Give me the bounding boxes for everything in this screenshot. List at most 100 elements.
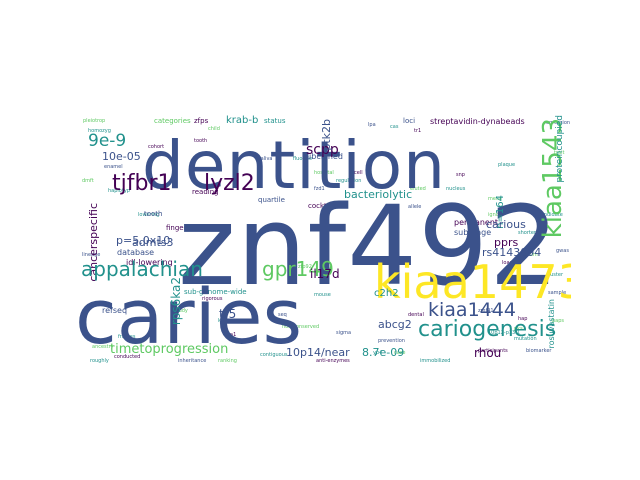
word-small: lowering (138, 212, 160, 218)
word-small: mutation (514, 336, 537, 342)
word-proteincoupied: proteincoupied (555, 115, 565, 183)
word-rs4143094: rs4143094 (482, 246, 542, 259)
word-small: sigma (336, 330, 352, 336)
word-tooth: tooth (144, 210, 163, 218)
word-tjfbr1: tjfbr1 (112, 171, 172, 196)
word-categories: categories (154, 117, 191, 125)
word-small: haplotyp (108, 188, 130, 194)
word-small: loaded (502, 260, 519, 266)
word-small: dental (408, 312, 424, 318)
word-small: roughly (90, 358, 109, 364)
word-il17d: il17d (310, 267, 340, 281)
word-carious-visible: carious (486, 218, 526, 231)
word-small: meta (488, 196, 501, 202)
word-rosuvastatin: rosuvastatin (547, 299, 556, 349)
word-dentition: dentition (142, 127, 446, 204)
word-small: lpa (368, 122, 376, 128)
word-cocktail: cocktail (308, 202, 335, 210)
word-small: hap (518, 316, 528, 322)
word-small: mouse (314, 292, 331, 298)
word-streptavidin: streptavidin-dynabeads (430, 117, 525, 126)
word-small: serum (522, 252, 538, 258)
word-small: yp4 (373, 350, 383, 356)
word-database: database (117, 248, 155, 257)
word-kiaa1473: kiaa1473 (374, 255, 571, 309)
word-small: inheritance (178, 358, 207, 364)
word-rhou: rhou (474, 346, 502, 360)
word-small: ignore (488, 212, 504, 218)
word-abcg2: abcg2 (378, 318, 412, 331)
word-small: shorter (518, 230, 536, 236)
word-small: pks2 (514, 326, 526, 332)
word-small: trait (554, 150, 565, 156)
word-9e9: 9e-9 (88, 131, 127, 151)
word-scpp-visible: scpp (306, 142, 339, 158)
word-small: cluster (546, 272, 564, 278)
word-small: enamel (104, 164, 123, 170)
word-reading: reading (192, 188, 219, 196)
word-pprs: pprs (494, 236, 519, 249)
word-timetoprogression: timetoprogression (110, 342, 229, 357)
word-small: fzd1 (314, 186, 325, 192)
word-nearp14: 10p14/near (286, 346, 350, 359)
word-small: study (174, 308, 188, 314)
word-subpage: sub-page (454, 228, 492, 237)
word-small: ranking (218, 358, 237, 364)
word-small: ancestry (92, 344, 114, 350)
word-small: frames (118, 334, 136, 340)
word-cariogenesis: cariogenesis (418, 317, 557, 342)
word-small: gene (198, 224, 211, 230)
word-small: rigorous (202, 296, 223, 302)
word-idllowering: idl-lowering (126, 258, 173, 267)
word-small: zmf91 (478, 308, 494, 314)
word-small: allele (408, 204, 422, 210)
word-small: plaque (498, 162, 516, 168)
word-small: cell (354, 170, 363, 176)
word-appalachian: appalachian (81, 257, 203, 281)
word-small: kiaa (218, 318, 229, 324)
word-krabb: krab-b (226, 115, 259, 126)
word-small: dmft (82, 178, 94, 184)
word-small: child (208, 126, 220, 132)
word-loci: loci (403, 117, 416, 125)
word-10e05: 10e-05 (102, 150, 141, 163)
word-small: immobilized (420, 358, 451, 364)
word-znf492: znf492 (178, 182, 561, 310)
word-admts3: admts3 (132, 236, 174, 249)
word-finger: finger (166, 224, 187, 232)
word-small: homozyg (88, 128, 111, 134)
word-small: regression (544, 120, 571, 126)
word-zfps: zfps (194, 117, 209, 125)
word-small: conducted (114, 354, 141, 360)
word-small: seq (278, 312, 287, 318)
word-small: twin (274, 302, 285, 308)
word-rps6ka2: rps6ka2 (169, 277, 183, 326)
word-lyzl2: lyzl2 (204, 171, 255, 196)
word-c2h2-visible: c2h2 (374, 288, 399, 299)
word-small: sample (548, 290, 567, 296)
word-small: saliva (258, 156, 273, 162)
word-tr5: tr5 (219, 307, 237, 321)
word-subcloned: subcloned (302, 152, 343, 161)
word-small: gwas (556, 248, 569, 254)
word-small: 10p12-p13.1 (488, 330, 521, 336)
word-small: eluted (410, 186, 426, 192)
word-small: pleiotrop (83, 118, 106, 124)
word-small: anti-enzymes (316, 358, 350, 364)
word-small: lineage (82, 252, 101, 258)
word-p50-visible: p=5.0x10 (116, 234, 171, 247)
word-small: fluoride (293, 156, 313, 162)
word-small: hospital (314, 170, 334, 176)
word-small: nucleus (446, 186, 466, 192)
word-gpr149: gpr149 (262, 257, 334, 281)
word-small: ra1 (228, 332, 237, 338)
word-small: snp (456, 172, 465, 178)
word-caries: caries (78, 272, 303, 361)
word-kiaa1444: kiaa1444 (428, 299, 516, 321)
word-refseq: refseq (102, 306, 128, 315)
word-small: biomarker (526, 348, 552, 354)
word-small: zfp92 (298, 264, 312, 270)
word-small: prevention (378, 338, 405, 344)
word-small: regulation (336, 178, 362, 184)
word-small: cas (390, 124, 399, 130)
